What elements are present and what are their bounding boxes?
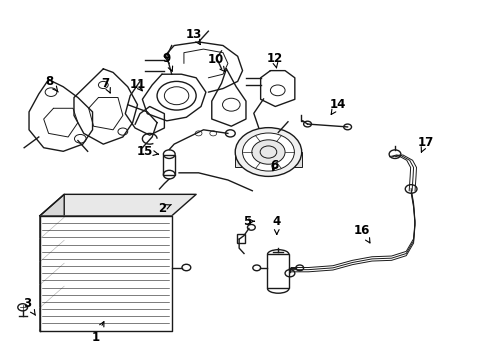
Circle shape <box>252 140 285 164</box>
Text: 16: 16 <box>354 224 370 243</box>
Polygon shape <box>40 194 196 216</box>
Text: 8: 8 <box>46 75 58 92</box>
Text: 3: 3 <box>24 297 35 315</box>
Text: 5: 5 <box>244 215 254 228</box>
Text: 12: 12 <box>266 51 282 68</box>
Text: 10: 10 <box>208 53 225 72</box>
Text: 13: 13 <box>186 28 202 45</box>
Text: 9: 9 <box>163 51 172 71</box>
Polygon shape <box>40 216 171 330</box>
Text: 15: 15 <box>137 145 159 158</box>
Circle shape <box>235 128 302 176</box>
Polygon shape <box>40 194 64 330</box>
Bar <box>237 234 245 243</box>
Bar <box>268 255 289 288</box>
Text: 11: 11 <box>129 78 146 91</box>
Text: 6: 6 <box>270 159 278 172</box>
Bar <box>235 152 302 167</box>
Text: 4: 4 <box>272 215 281 234</box>
Bar <box>163 155 175 175</box>
Circle shape <box>243 133 294 171</box>
Text: 14: 14 <box>330 98 346 114</box>
Text: 7: 7 <box>102 77 110 93</box>
Text: 17: 17 <box>417 136 434 152</box>
Text: 2: 2 <box>158 202 172 215</box>
Text: 1: 1 <box>92 321 104 343</box>
